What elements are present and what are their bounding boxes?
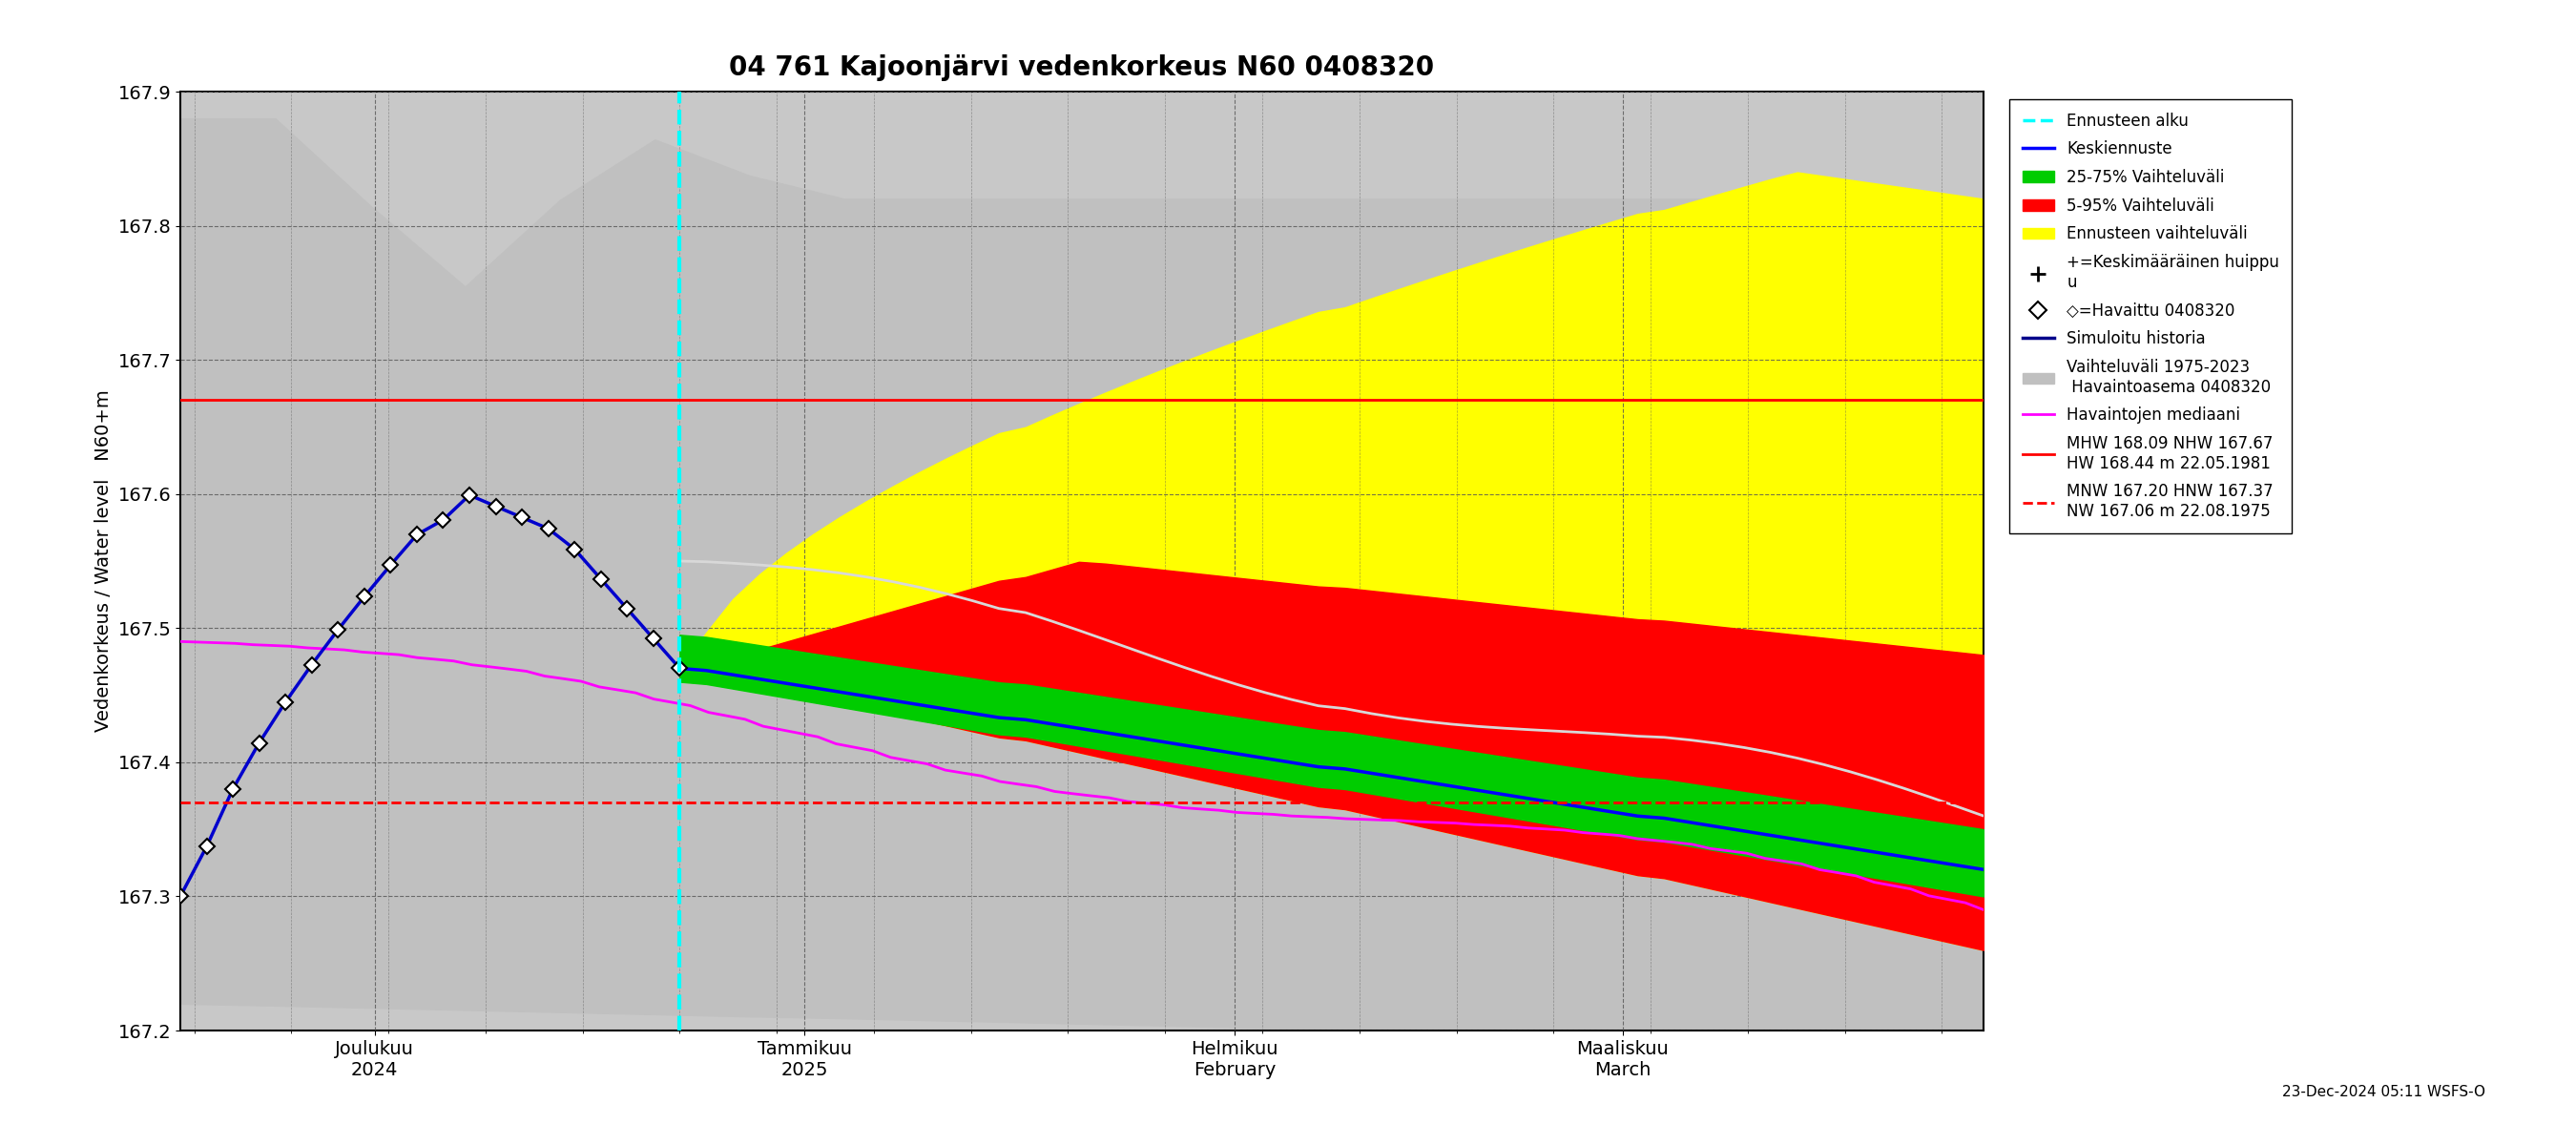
Y-axis label: Vedenkorkeus / Water level   N60+m: Vedenkorkeus / Water level N60+m — [95, 390, 113, 732]
Legend: Ennusteen alku, Keskiennuste, 25-75% Vaihteluväli, 5-95% Vaihteluväli, Ennusteen: Ennusteen alku, Keskiennuste, 25-75% Vai… — [2009, 100, 2293, 532]
Title: 04 761 Kajoonjärvi vedenkorkeus N60 0408320: 04 761 Kajoonjärvi vedenkorkeus N60 0408… — [729, 55, 1435, 81]
Text: 23-Dec-2024 05:11 WSFS-O: 23-Dec-2024 05:11 WSFS-O — [2282, 1085, 2486, 1099]
